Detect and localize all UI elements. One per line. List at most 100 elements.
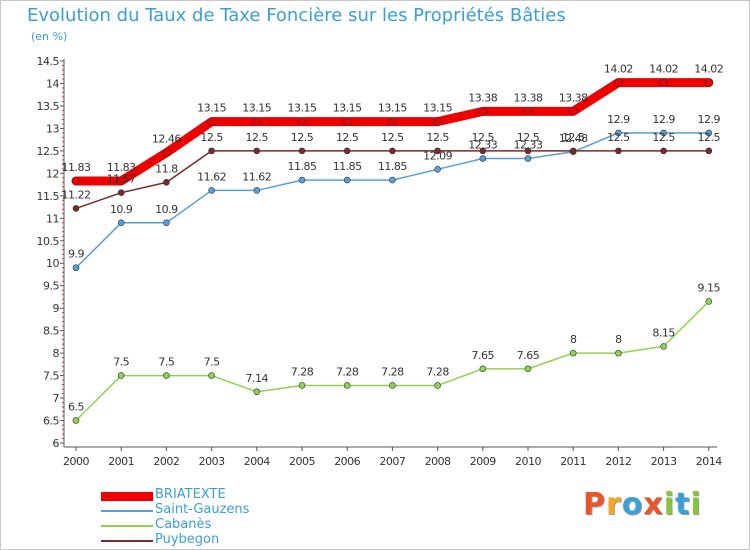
y-tick-label: 12.5	[37, 145, 60, 158]
chart-unit: (en %)	[31, 30, 68, 43]
data-label-puybegon: 12.5	[652, 131, 675, 144]
data-point-puybegon	[434, 147, 441, 155]
data-label-caban-s: 8	[615, 333, 622, 346]
data-label-puybegon: 12.5	[336, 131, 359, 144]
data-label-puybegon: 12.5	[291, 131, 314, 144]
data-point-briatexte	[478, 107, 488, 116]
data-point-briatexte	[297, 117, 307, 126]
data-point-caban-s	[298, 382, 306, 389]
y-tick-label: 9.5	[43, 280, 59, 293]
y-tick-label: 14	[46, 77, 59, 90]
data-point-caban-s	[72, 417, 80, 424]
data-point-saint-gauzens	[660, 129, 667, 137]
data-point-caban-s	[253, 388, 261, 396]
data-point-briatexte	[71, 176, 81, 186]
x-tick-label: 2008	[425, 455, 451, 468]
data-point-puybegon	[569, 147, 577, 155]
data-point-saint-gauzens	[389, 176, 396, 184]
data-label-caban-s: 7.65	[472, 349, 495, 362]
x-tick-label: 2000	[63, 455, 89, 468]
data-label-caban-s: 7.14	[246, 372, 269, 385]
data-label-caban-s: 9.15	[698, 281, 721, 294]
data-point-briatexte	[523, 107, 533, 116]
data-label-briatexte: 13.38	[514, 91, 543, 104]
data-label-briatexte: 13.38	[559, 91, 588, 104]
y-tick-label: 14.5	[37, 55, 60, 68]
data-label-saint-gauzens: 11.85	[288, 160, 317, 173]
data-label-saint-gauzens: 10.9	[110, 203, 133, 216]
data-label-caban-s: 8.15	[652, 326, 675, 339]
data-point-puybegon	[117, 189, 125, 196]
data-point-puybegon	[208, 147, 215, 155]
legend-label: Puybegon	[155, 532, 220, 547]
data-point-puybegon	[298, 147, 306, 155]
data-label-saint-gauzens: 11.85	[333, 160, 362, 173]
data-point-puybegon	[524, 147, 532, 155]
data-point-saint-gauzens	[163, 219, 170, 227]
y-tick-label: 13.5	[37, 100, 60, 113]
data-label-briatexte: 11.83	[62, 161, 91, 174]
data-point-puybegon	[705, 147, 713, 155]
data-label-caban-s: 7.5	[158, 356, 174, 369]
data-label-puybegon: 12.5	[246, 131, 269, 144]
data-point-puybegon	[343, 147, 351, 155]
brand-letter: i	[663, 487, 676, 522]
data-point-puybegon	[479, 147, 487, 155]
data-label-saint-gauzens: 12.9	[607, 113, 630, 126]
legend-swatch	[101, 540, 153, 542]
data-label-saint-gauzens: 11.62	[242, 170, 271, 183]
data-label-caban-s: 7.65	[517, 349, 540, 362]
y-tick-label: 13	[46, 122, 59, 135]
data-label-briatexte: 13.15	[197, 102, 226, 115]
data-point-briatexte	[207, 117, 216, 126]
data-point-puybegon	[389, 147, 396, 155]
legend-label: BRIATEXTE	[155, 487, 226, 502]
brand-letter: i	[690, 487, 702, 522]
y-tick-label: 6	[53, 437, 60, 450]
data-point-caban-s	[615, 349, 622, 357]
y-tick-label: 6.5	[43, 415, 59, 428]
data-label-briatexte: 14.02	[604, 63, 633, 76]
data-label-saint-gauzens: 12.33	[468, 139, 497, 152]
data-point-caban-s	[389, 382, 396, 389]
data-point-briatexte	[342, 117, 352, 126]
y-tick-label: 11.5	[37, 190, 60, 203]
x-tick-label: 2011	[560, 455, 586, 468]
x-tick-label: 2003	[199, 455, 225, 468]
data-label-caban-s: 8	[570, 333, 577, 346]
x-tick-label: 2007	[379, 455, 405, 468]
y-tick-label: 10	[46, 257, 59, 270]
data-point-saint-gauzens	[117, 219, 125, 227]
data-point-caban-s	[434, 382, 441, 389]
data-point-puybegon	[660, 147, 667, 155]
legend-swatch	[101, 491, 153, 501]
data-point-caban-s	[208, 372, 215, 379]
x-tick-label: 2013	[651, 455, 677, 468]
y-tick-label: 10.5	[37, 235, 60, 248]
data-label-briatexte: 14.02	[649, 63, 678, 76]
data-point-puybegon	[615, 147, 622, 155]
y-tick-label: 8.5	[43, 325, 59, 338]
data-label-puybegon: 12.5	[200, 131, 223, 144]
y-tick-label: 7.5	[43, 370, 59, 383]
brand-letter: t	[675, 487, 691, 522]
data-label-saint-gauzens: 12.9	[698, 113, 721, 126]
data-label-briatexte: 14.02	[694, 63, 723, 76]
data-label-briatexte: 13.15	[378, 102, 407, 115]
data-point-saint-gauzens	[72, 264, 80, 272]
data-label-caban-s: 7.28	[381, 365, 404, 378]
data-point-caban-s	[524, 365, 532, 373]
y-tick-label: 11	[46, 212, 59, 225]
data-point-saint-gauzens	[705, 129, 713, 137]
data-point-caban-s	[479, 365, 487, 373]
data-label-puybegon: 11.22	[62, 188, 91, 201]
brand-logo: Proxiti	[583, 487, 702, 522]
data-label-puybegon: 12.5	[607, 131, 630, 144]
data-label-saint-gauzens: 12.09	[423, 149, 452, 162]
data-label-caban-s: 7.5	[113, 356, 129, 369]
data-point-briatexte	[614, 78, 623, 87]
x-tick-label: 2004	[244, 455, 270, 468]
data-point-caban-s	[343, 382, 351, 389]
data-point-puybegon	[163, 179, 170, 186]
